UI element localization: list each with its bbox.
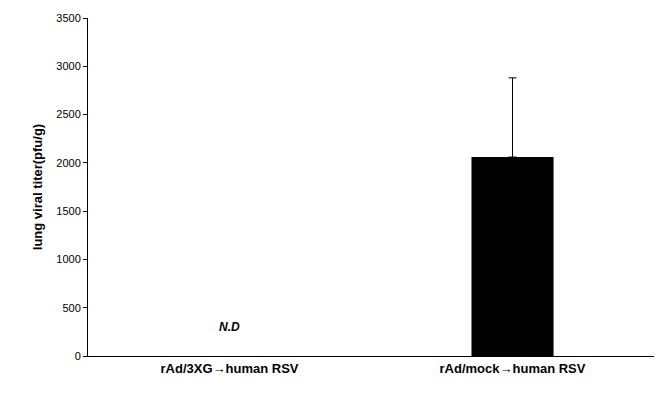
svg-text:500: 500 [62,302,80,314]
svg-text:lung viral titer(pfu/g): lung viral titer(pfu/g) [30,124,45,250]
svg-text:1000: 1000 [56,253,80,265]
svg-text:1500: 1500 [56,205,80,217]
svg-text:2500: 2500 [56,108,80,120]
svg-text:2000: 2000 [56,157,80,169]
svg-text:rAd/mock→human RSV: rAd/mock→human RSV [440,361,586,376]
svg-text:rAd/3XG→human RSV: rAd/3XG→human RSV [161,361,299,376]
svg-text:3000: 3000 [56,60,80,72]
svg-text:3500: 3500 [56,12,80,24]
svg-text:0: 0 [75,350,81,362]
svg-text:N.D: N.D [219,320,240,334]
